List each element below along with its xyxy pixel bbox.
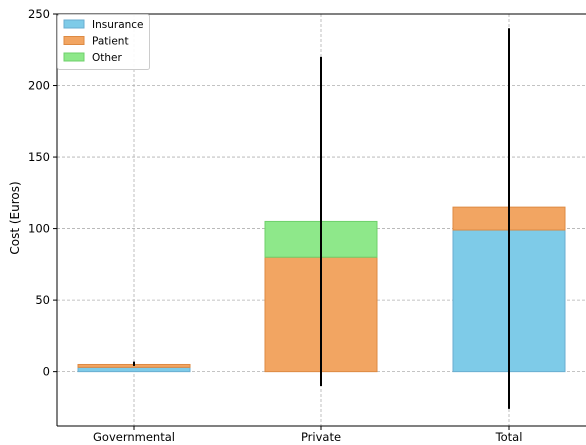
legend: Insurance Patient Other <box>57 14 150 70</box>
bar-governmental-insurance <box>77 366 191 373</box>
y-tick-label-2: 100 <box>28 222 50 236</box>
x-tick-label-total: Total <box>495 430 523 444</box>
legend-label-patient: Patient <box>92 36 129 48</box>
y-axis-label: Cost (Euros) <box>8 181 22 254</box>
x-tick-label-governmental: Governmental <box>93 430 175 444</box>
legend-label-other: Other <box>92 52 122 64</box>
y-tick-label-1: 50 <box>35 293 50 307</box>
legend-swatch-patient <box>63 36 85 45</box>
legend-swatch-other <box>63 52 85 62</box>
error-bars-layer <box>133 28 510 409</box>
legend-label-insurance: Insurance <box>92 19 144 31</box>
y-tick-label-0: 0 <box>43 365 50 379</box>
x-tick-label-private: Private <box>301 430 341 444</box>
y-tick-label-5: 250 <box>28 7 50 21</box>
y-tick-label-3: 150 <box>28 150 50 164</box>
axes-layer: 0 50 100 150 200 250 Governmental Private Total <box>28 7 586 444</box>
legend-swatch-insurance <box>63 19 85 29</box>
y-tick-label-4: 200 <box>28 79 50 93</box>
